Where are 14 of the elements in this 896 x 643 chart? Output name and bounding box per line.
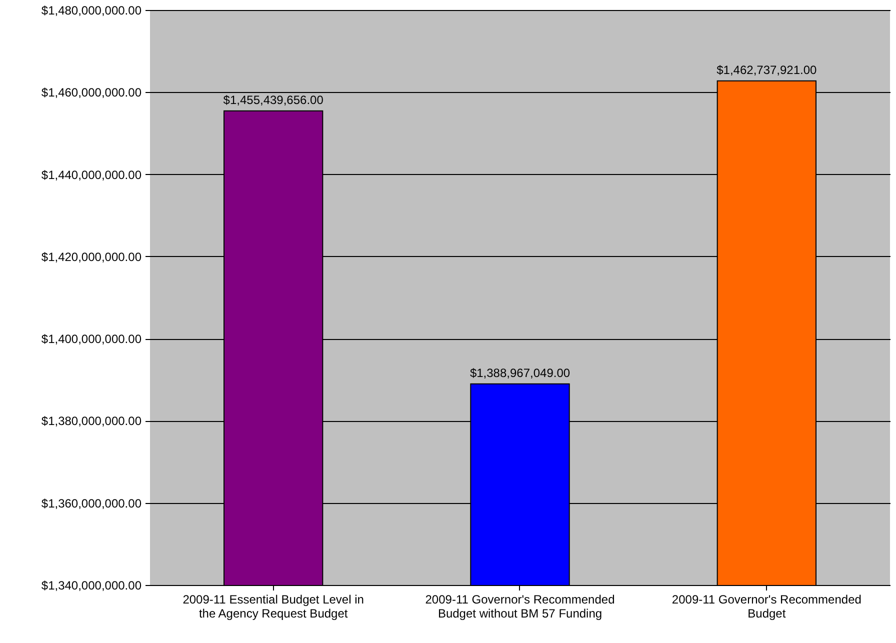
x-tick-label: 2009-11 Governor's Recommended Budget without BM 57 Funding [425,592,615,620]
y-tick-label: $1,440,000,000.00 [41,168,142,182]
y-tick-label: $1,460,000,000.00 [41,86,142,100]
y-tick-label: $1,380,000,000.00 [41,414,142,428]
y-tick-label: $1,420,000,000.00 [41,250,142,264]
y-tick-label: $1,480,000,000.00 [41,4,142,18]
data-label: $1,388,967,049.00 [470,366,570,380]
y-tick-label: $1,400,000,000.00 [41,332,142,346]
y-tick-label: $1,340,000,000.00 [41,578,142,592]
data-label: $1,462,737,921.00 [716,62,818,77]
x-tick-label: 2009-11 Governor's Recommended Budget [672,592,862,620]
data-label: $1,455,439,656.00 [223,92,324,107]
x-tick-label: 2009-11 Essential Budget Level in the Agency Request Budget [182,592,364,620]
y-tick-label: $1,360,000,000.00 [41,496,142,510]
